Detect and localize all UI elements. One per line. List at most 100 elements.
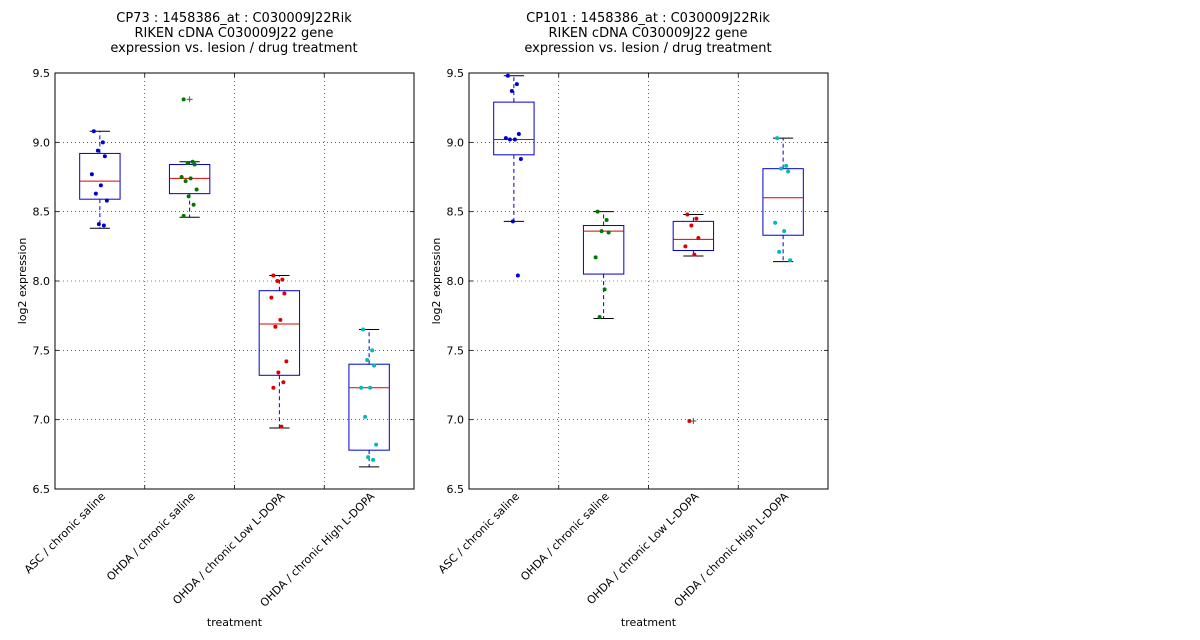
plot-frame (54, 72, 415, 490)
data-point (773, 220, 778, 225)
data-point (190, 159, 195, 164)
data-point (284, 359, 289, 364)
data-point (280, 277, 285, 282)
chart-title-line: RIKEN cDNA C030009J22 gene (548, 26, 747, 41)
x-category-label: ASC / chronic saline (436, 490, 522, 576)
data-point (683, 244, 688, 249)
x-category-label: OHDA / chronic saline (104, 490, 198, 584)
data-point (273, 324, 278, 329)
chart-title-line: expression vs. lesion / drug treatment (524, 41, 771, 56)
data-point (281, 380, 286, 385)
data-point (687, 419, 692, 424)
data-point (368, 385, 373, 390)
data-point (93, 191, 98, 196)
box-iqr (168, 164, 211, 195)
data-point (181, 213, 186, 218)
box-2 (582, 211, 625, 319)
data-point (102, 154, 107, 159)
x-axis-label: treatment (621, 616, 677, 629)
data-point (359, 385, 364, 390)
data-point (183, 179, 188, 184)
data-point (606, 230, 611, 235)
y-tick-label: 6.5 (33, 483, 51, 496)
plot-frame (468, 72, 829, 490)
data-point (786, 169, 791, 174)
data-point (371, 457, 376, 462)
y-tick-label: 8.5 (33, 206, 51, 219)
data-point (505, 73, 510, 78)
data-point (100, 140, 105, 145)
data-point (194, 187, 199, 192)
data-point (685, 212, 690, 217)
chart-title-line: CP101 : 1458386_at : C030009J22Rik (526, 11, 770, 26)
data-point (518, 156, 523, 161)
box-3 (672, 213, 715, 425)
y-tick-label: 8.0 (33, 275, 51, 288)
data-point (192, 162, 197, 167)
data-point (694, 216, 699, 221)
data-point (370, 348, 375, 353)
data-point (98, 183, 103, 188)
data-point (271, 273, 276, 278)
data-point (91, 129, 96, 134)
y-tick-label: 7.5 (447, 344, 465, 357)
box-iqr (762, 168, 804, 236)
data-point (515, 273, 520, 278)
y-tick-label: 9.5 (447, 67, 465, 80)
data-point (593, 255, 598, 260)
box-1 (493, 75, 535, 222)
data-point (361, 327, 366, 332)
y-tick-label: 6.5 (447, 483, 465, 496)
box-iqr (348, 363, 390, 451)
data-point (692, 252, 697, 257)
box-iqr (582, 225, 625, 275)
data-point (595, 209, 600, 214)
data-point (269, 295, 274, 300)
box-3 (258, 274, 301, 429)
box-1 (79, 130, 121, 229)
chart-title-line: CP73 : 1458386_at : C030009J22Rik (116, 11, 352, 26)
data-point (777, 249, 782, 254)
data-point (191, 202, 196, 207)
data-point (782, 229, 787, 234)
data-point (96, 222, 101, 227)
data-point (181, 97, 186, 102)
data-point (503, 136, 508, 141)
data-point (689, 223, 694, 228)
data-point (185, 161, 190, 166)
data-point (374, 442, 379, 447)
data-point (89, 172, 94, 177)
data-point (372, 363, 377, 368)
data-point (366, 455, 371, 460)
data-point (784, 163, 789, 168)
data-point (275, 279, 280, 283)
data-point (271, 385, 276, 390)
data-point (775, 136, 780, 141)
y-axis-label: log2 expression (16, 238, 29, 325)
data-point (365, 358, 370, 363)
y-tick-label: 7.0 (33, 414, 51, 427)
y-tick-label: 7.0 (447, 414, 465, 427)
x-category-label: OHDA / chronic saline (518, 490, 612, 584)
y-tick-label: 9.0 (33, 136, 51, 149)
x-axis-label: treatment (207, 616, 263, 629)
data-point (282, 291, 287, 296)
data-point (516, 132, 521, 137)
data-point (278, 317, 283, 322)
data-point (597, 315, 602, 320)
data-point (279, 424, 284, 429)
data-point (188, 176, 193, 181)
y-axis-label: log2 expression (430, 238, 443, 325)
data-point (602, 287, 607, 292)
data-point (514, 82, 519, 87)
y-tick-label: 8.5 (447, 206, 465, 219)
data-point (510, 219, 515, 224)
data-point (104, 198, 109, 203)
y-tick-label: 9.5 (33, 67, 51, 80)
data-point (95, 148, 100, 153)
data-point (186, 194, 191, 199)
box-iqr (258, 290, 301, 376)
box-iqr (493, 101, 535, 156)
